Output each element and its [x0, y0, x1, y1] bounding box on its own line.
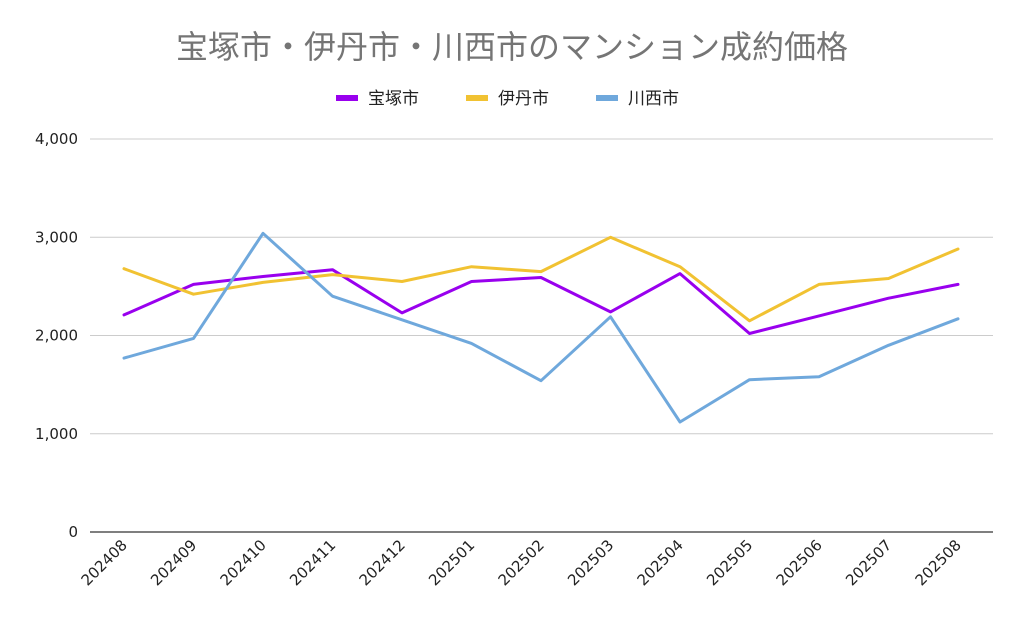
x-tick-label: 202503 — [564, 536, 617, 589]
x-tick-label: 202508 — [912, 536, 965, 589]
legend: 宝塚市 伊丹市 川西市 — [336, 89, 679, 109]
legend-label: 伊丹市 — [498, 89, 549, 109]
x-tick-label: 202411 — [286, 536, 339, 589]
legend-label: 宝塚市 — [368, 89, 419, 109]
series-line-1 — [122, 268, 960, 335]
x-tick-label: 202507 — [842, 536, 895, 589]
y-tick-label: 3,000 — [35, 228, 78, 246]
x-tick-label: 202506 — [773, 536, 826, 589]
x-tick-label: 202502 — [495, 536, 548, 589]
x-tick-label: 202412 — [356, 536, 409, 589]
x-axis-ticks: 202408 202409 202410 202411 202412 202501 2025… — [78, 536, 965, 589]
y-tick-label: 2,000 — [35, 327, 78, 345]
legend-label: 川西市 — [628, 89, 679, 109]
y-axis-ticks: 0 1,000 2,000 3,000 4,000 — [35, 130, 78, 541]
gridlines — [90, 138, 993, 533]
y-tick-label: 1,000 — [35, 425, 78, 443]
x-tick-label: 202504 — [634, 536, 687, 589]
chart-title: 宝塚市・伊丹市・川西市のマンション成約価格 — [176, 28, 848, 66]
x-tick-label: 202409 — [147, 536, 200, 589]
series-lines — [122, 231, 960, 424]
x-tick-label: 202408 — [78, 536, 131, 589]
y-tick-label: 4,000 — [35, 130, 78, 148]
x-tick-label: 202501 — [425, 536, 478, 589]
x-tick-label: 202410 — [217, 536, 270, 589]
x-tick-label: 202505 — [703, 536, 756, 589]
series-line-2 — [122, 235, 960, 323]
y-tick-label: 0 — [68, 523, 78, 541]
series-line-3 — [122, 231, 960, 424]
